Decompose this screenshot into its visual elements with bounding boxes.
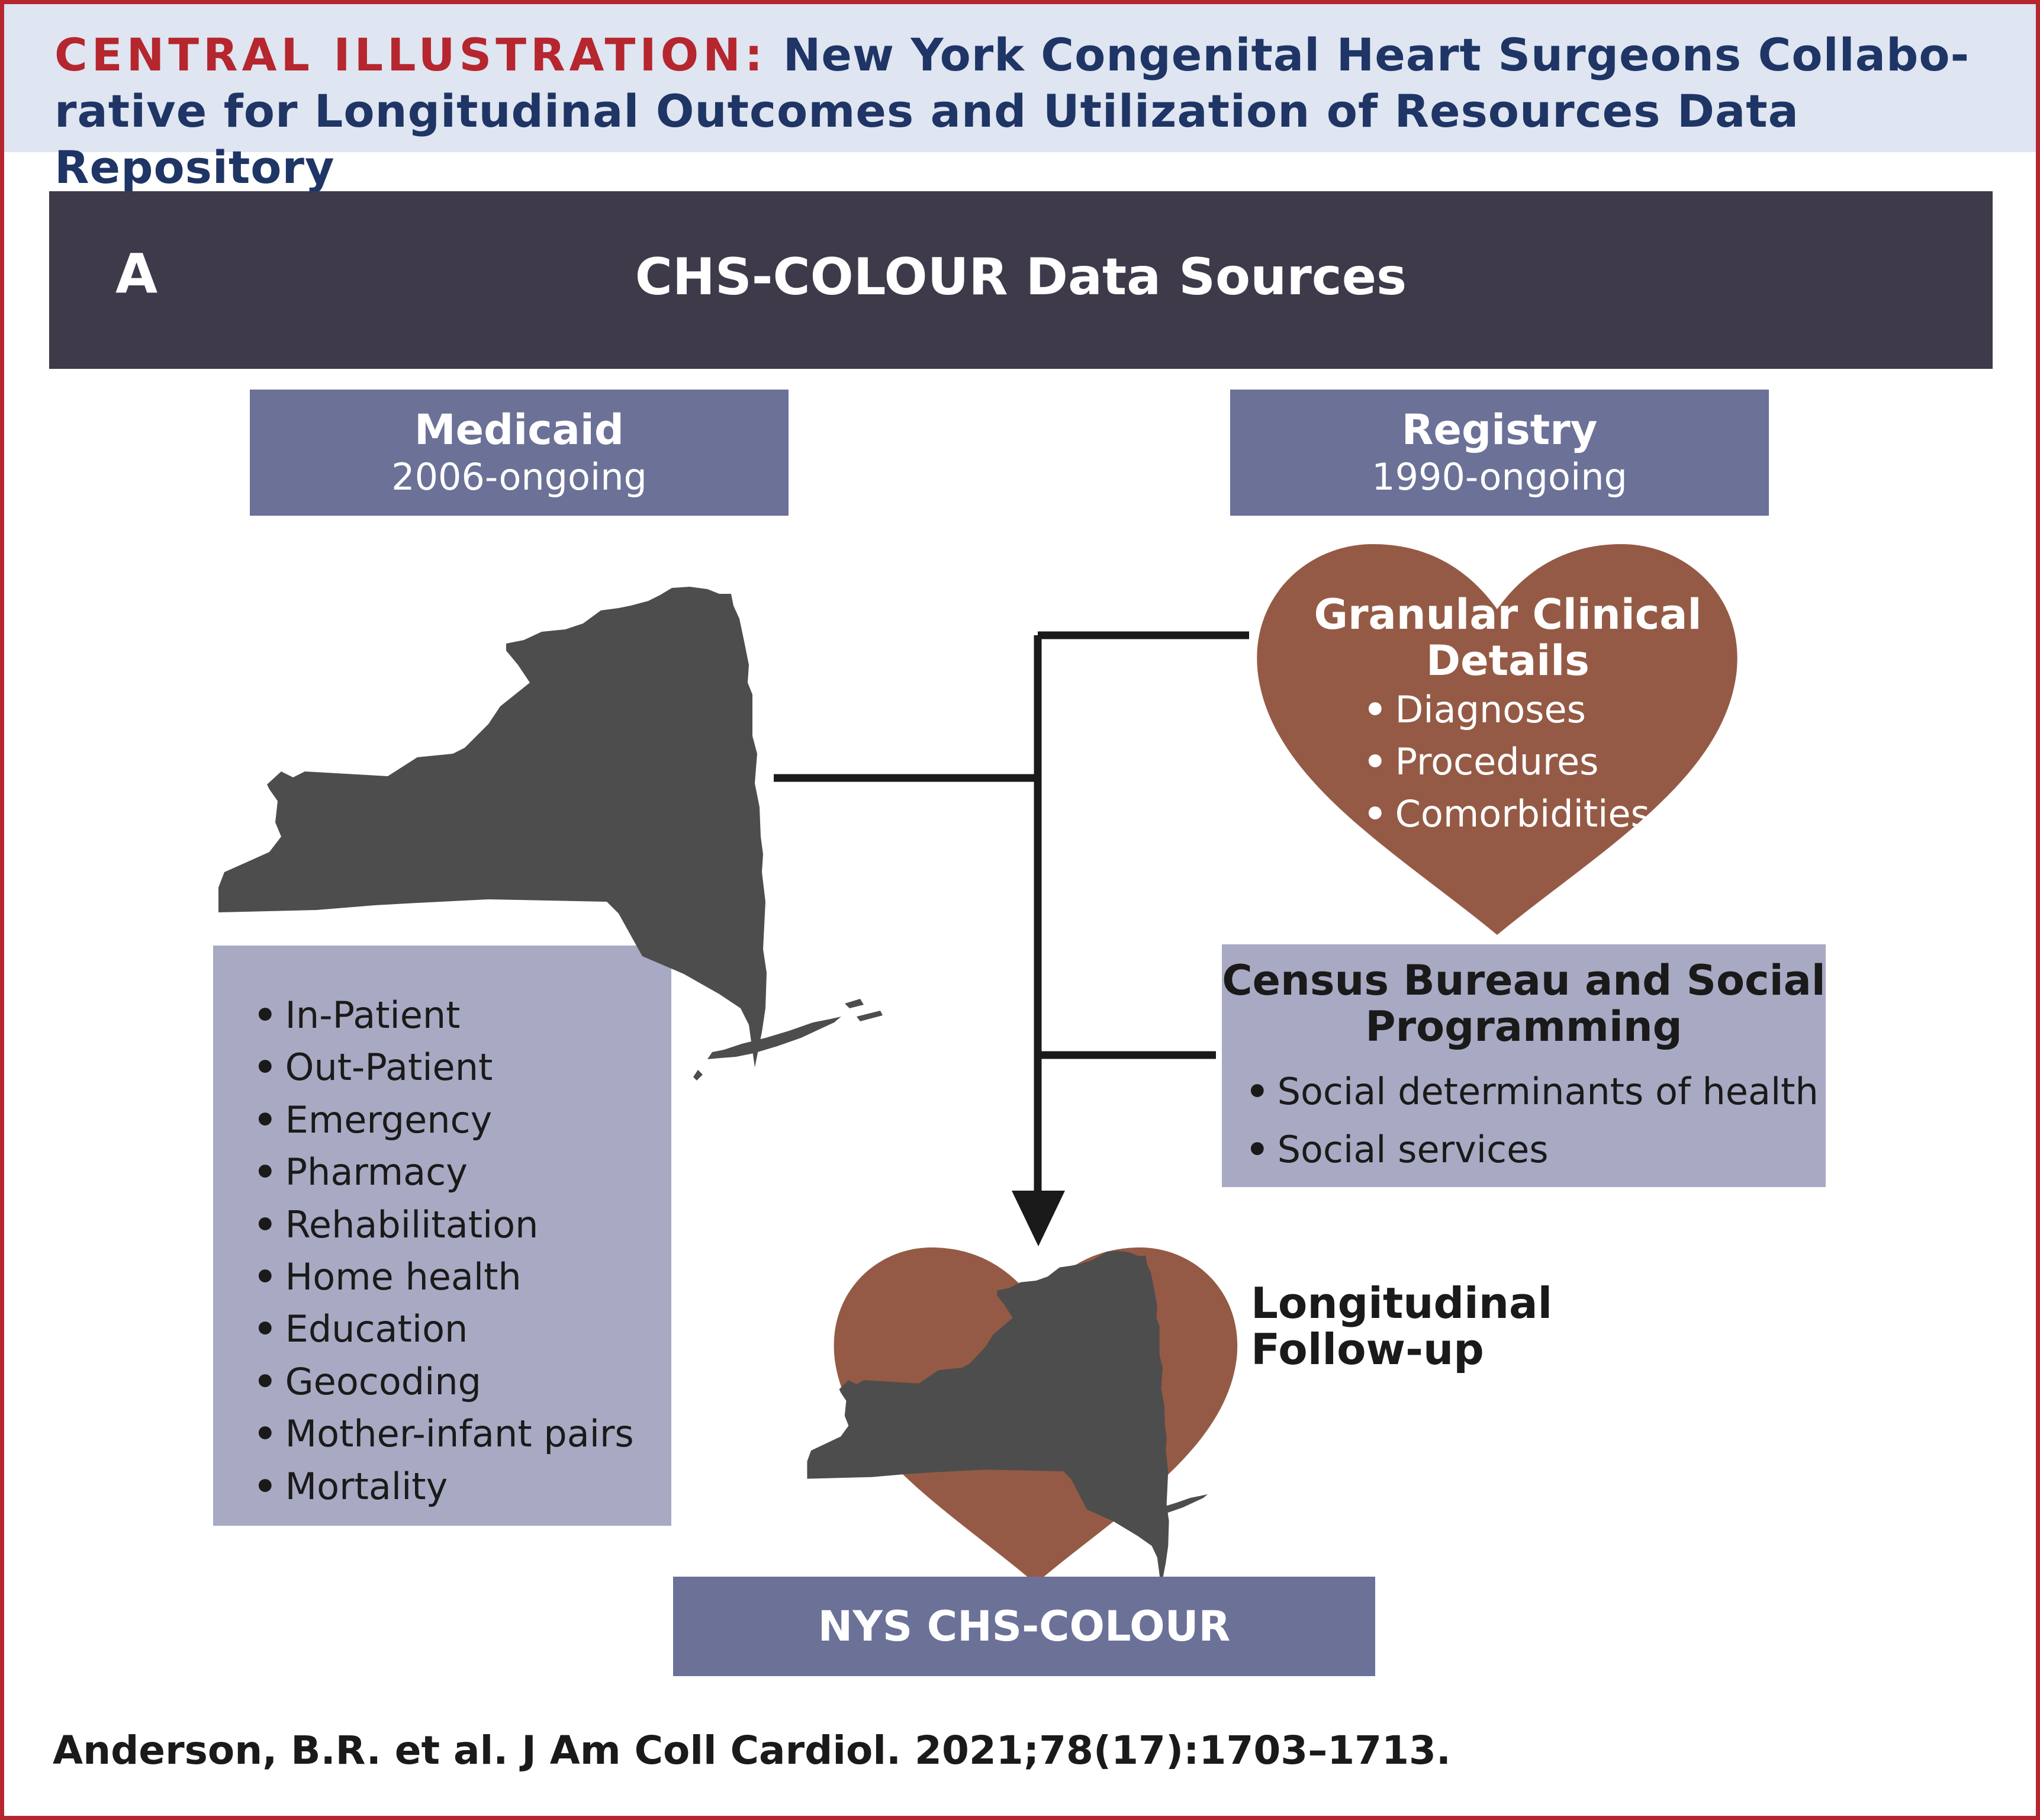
census-data-box: Census Bureau and Social Programming • So… — [1222, 944, 1826, 1187]
list-item: • Pharmacy — [253, 1150, 468, 1194]
panel-title: CHS-COLOUR Data Sources — [635, 247, 1407, 307]
list-item: • Geocoding — [253, 1359, 482, 1403]
connector-lines — [774, 631, 1249, 1198]
header-title: New York Congenital Heart Surgeons Colla… — [54, 28, 1970, 194]
list-item: • Social services — [1246, 1128, 1549, 1171]
registry-heart-title: Granular Clinical Details — [1314, 590, 1702, 685]
list-item: • Diagnoses — [1363, 688, 1586, 731]
medicaid-years: 2006-ongoing — [391, 455, 647, 499]
list-item: • Emergency — [253, 1098, 493, 1141]
medicaid-data-list: • In-Patient • Out-Patient • Emergency • Pha… — [213, 946, 671, 1526]
new-york-map-icon — [218, 587, 883, 1081]
list-item: • Education — [253, 1307, 468, 1351]
longitudinal-followup-label: Longitudinal Follow-up — [1251, 1278, 1553, 1374]
list-item: • Home health — [253, 1255, 522, 1299]
flow-diagram — [218, 544, 1737, 1587]
citation: Anderson, B.R. et al. J Am Coll Cardiol.… — [53, 1728, 1451, 1773]
registry-title: Registry — [1401, 406, 1598, 454]
list-item: • Procedures — [1363, 740, 1599, 783]
arrow-down-icon — [1012, 1191, 1065, 1246]
panel-letter: A — [115, 242, 158, 306]
medicaid-source-box: Medicaid 2006-ongoing — [250, 390, 789, 516]
list-item: • Rehabilitation — [253, 1202, 539, 1246]
list-item: • Social determinants of health — [1246, 1070, 1819, 1113]
list-item: • Out-Patient — [253, 1046, 493, 1089]
header-text: CENTRAL ILLUSTRATION: New York Congenita… — [54, 27, 2008, 195]
list-item: • Mother-infant pairs — [253, 1412, 634, 1456]
output-box: NYS CHS-COLOUR — [673, 1577, 1375, 1676]
medicaid-title: Medicaid — [414, 406, 625, 454]
header-label: CENTRAL ILLUSTRATION: — [54, 28, 767, 81]
census-title: Census Bureau and Social Programming — [1222, 956, 1826, 1051]
registry-source-box: Registry 1990-ongoing — [1230, 390, 1769, 516]
list-item: • Mortality — [253, 1464, 448, 1508]
header-bar: CENTRAL ILLUSTRATION: New York Congenita… — [4, 4, 2036, 194]
panel-banner: A CHS-COLOUR Data Sources — [49, 191, 1993, 369]
list-item: • Comorbidities — [1363, 792, 1650, 835]
list-item: • In-Patient — [253, 993, 461, 1037]
registry-heart-list: • Diagnoses • Procedures • Comorbidities — [1363, 684, 1650, 840]
registry-years: 1990-ongoing — [1372, 455, 1627, 499]
